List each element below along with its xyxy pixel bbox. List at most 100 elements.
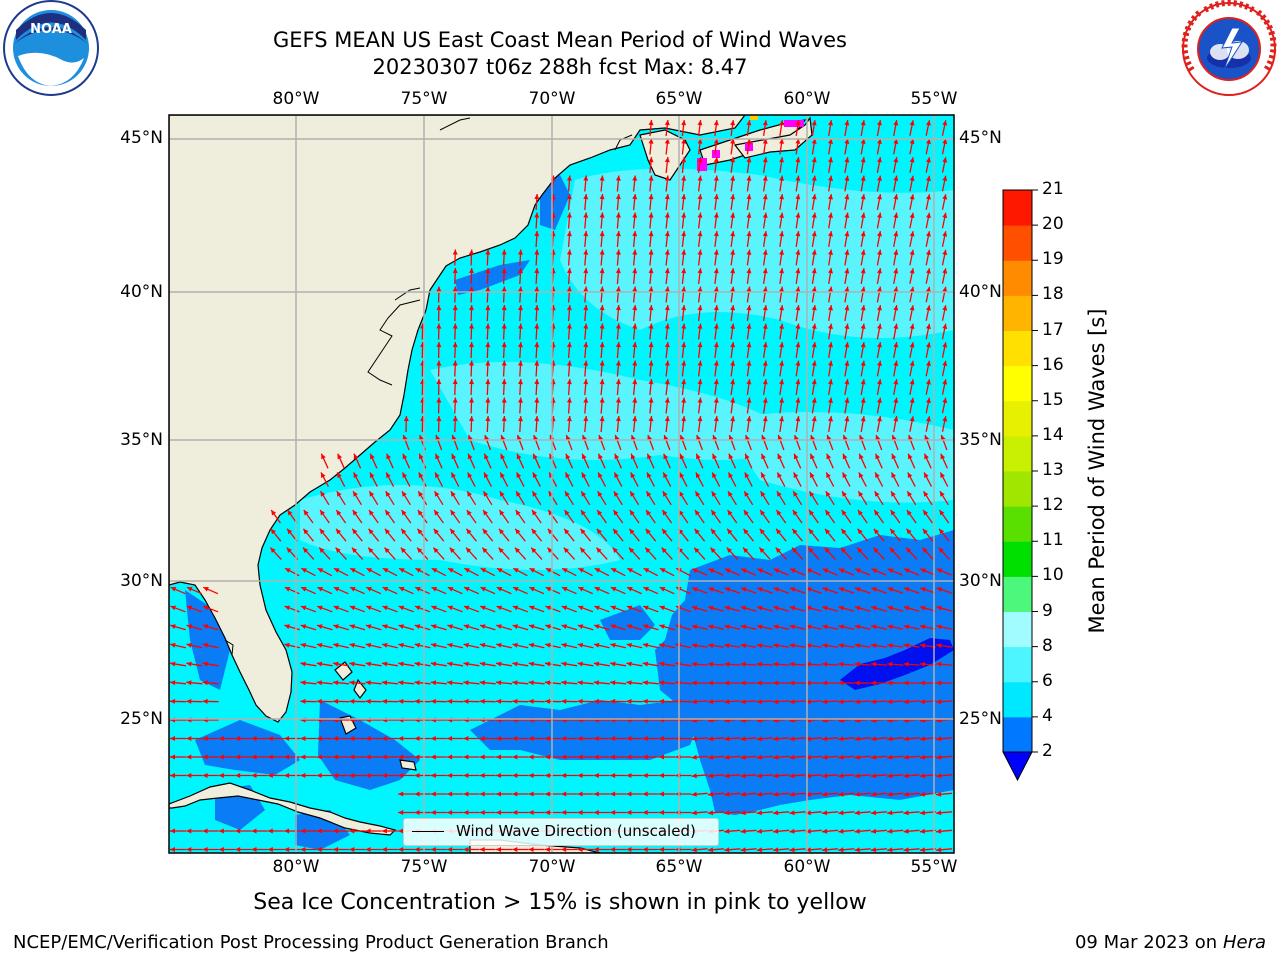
direction-arrow-head (501, 286, 507, 292)
direction-arrow-head (534, 360, 540, 366)
direction-arrow-head (822, 605, 828, 611)
direction-arrow-head (284, 828, 290, 834)
direction-arrow-head (648, 175, 654, 181)
direction-arrow-head (381, 698, 387, 704)
direction-arrow-head (855, 568, 861, 574)
direction-arrow-head (496, 624, 502, 629)
direction-arrow-head (760, 491, 766, 497)
direction-arrow-head (828, 138, 833, 144)
direction-arrow-head (267, 736, 273, 741)
direction-arrow-head (893, 305, 899, 311)
direction-arrow-head (480, 587, 486, 592)
direction-arrow-head (544, 847, 550, 852)
direction-arrow-head (631, 435, 636, 441)
direction-arrow-head (695, 510, 700, 516)
direction-arrow-head (713, 397, 719, 403)
direction-arrow-head (202, 698, 208, 704)
direction-arrow-head (642, 791, 648, 797)
direction-arrow-head (336, 510, 342, 516)
direction-arrow-head (645, 528, 651, 535)
direction-arrow-head (436, 305, 442, 311)
direction-arrow-head (838, 754, 844, 760)
direction-arrow-head (365, 736, 371, 741)
direction-arrow-head (500, 472, 505, 478)
direction-arrow-head (300, 847, 306, 852)
direction-arrow-head (402, 435, 408, 441)
direction-arrow-head (746, 323, 752, 329)
direction-arrow-head (512, 810, 518, 815)
direction-arrow-head (762, 231, 768, 237)
direction-arrow-head (858, 472, 864, 478)
lon-label-bottom: 65°W (655, 857, 703, 877)
direction-arrow-head (838, 605, 845, 611)
direction-arrow-head (854, 624, 861, 630)
direction-arrow-head (659, 568, 666, 573)
direction-arrow-head (583, 212, 589, 218)
direction-arrow-head (632, 175, 638, 181)
direction-arrow-head (919, 828, 925, 834)
direction-arrow-head (939, 491, 945, 497)
direction-arrow-head (903, 661, 909, 667)
direction-arrow-head (398, 680, 404, 686)
direction-arrow-head (561, 624, 567, 629)
direction-arrow-head (919, 699, 925, 705)
direction-arrow-head (822, 791, 828, 797)
direction-arrow-head (485, 416, 491, 422)
direction-arrow-head (844, 416, 850, 422)
direction-arrow-head (757, 587, 763, 592)
direction-arrow-head (436, 286, 442, 292)
direction-arrow-head (402, 453, 408, 460)
colorbar-segment (1003, 646, 1032, 683)
direction-arrow-head (926, 305, 931, 311)
direction-arrow-head (828, 305, 833, 311)
direction-arrow-head (694, 547, 700, 553)
direction-arrow-head (333, 754, 338, 760)
wave-period-2-4-regions (185, 175, 954, 850)
direction-arrow-head (730, 305, 736, 311)
direction-arrow-head (794, 435, 799, 441)
direction-arrow-head (926, 120, 931, 126)
direction-arrow-head (335, 547, 341, 553)
direction-arrow-head (583, 323, 589, 329)
direction-arrow-head (936, 699, 942, 705)
direction-arrow-head (647, 435, 652, 441)
direction-arrow-head (822, 847, 828, 853)
direction-arrow-head (496, 642, 502, 648)
direction-arrow-head (452, 268, 458, 274)
direction-arrow-head (795, 305, 801, 311)
direction-arrow-head (398, 587, 405, 592)
direction-arrow-head (414, 847, 420, 852)
lon-label-bottom: 55°W (910, 857, 958, 877)
direction-arrow-head (382, 624, 388, 629)
direction-arrow-head (382, 642, 388, 648)
direction-arrow-head (942, 138, 948, 145)
direction-arrow-head (860, 397, 866, 403)
direction-arrow-head (414, 736, 420, 741)
direction-arrow-head (707, 699, 713, 705)
direction-arrow-head (871, 568, 878, 574)
direction-arrow-head (860, 212, 866, 218)
direction-arrow-head (887, 605, 893, 611)
direction-arrow-head (838, 680, 844, 686)
direction-arrow-head (414, 791, 420, 797)
direction-arrow-head (893, 360, 899, 366)
direction-arrow-head (909, 342, 915, 348)
direction-arrow-head (566, 323, 572, 329)
direction-arrow-head (858, 491, 864, 497)
direction-arrow-head (333, 642, 339, 648)
direction-arrow-head (629, 528, 635, 535)
direction-arrow-head (697, 305, 703, 311)
direction-arrow-head (436, 342, 442, 348)
wind-wave-direction-arrows (169, 119, 953, 853)
direction-arrow-head (349, 773, 355, 778)
direction-arrow-head (844, 138, 850, 144)
direction-arrow-head (614, 472, 619, 478)
direction-arrow-head (844, 305, 850, 311)
direction-arrow-head (795, 120, 801, 126)
direction-arrow-head (871, 624, 877, 630)
direction-arrow-head (740, 791, 746, 797)
direction-arrow-head (448, 568, 454, 573)
direction-arrow-head (593, 810, 599, 815)
direction-arrow-head (860, 360, 866, 366)
direction-arrow-head (450, 491, 456, 497)
